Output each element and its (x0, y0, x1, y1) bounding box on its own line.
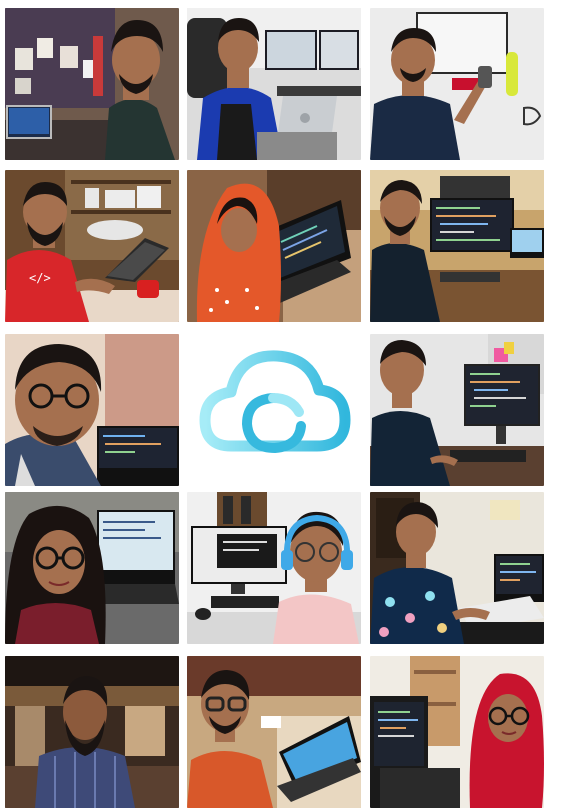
photo-tile-r1c0: </> (5, 170, 179, 322)
photo-man-red-shirt: </> (5, 170, 179, 322)
photo-tile-r3c1 (187, 492, 361, 644)
cloud-logo-icon (199, 350, 351, 454)
photo-man-glasses-selfie (5, 334, 179, 486)
photo-tile-r1c1 (187, 170, 361, 322)
photo-woman-glasses (5, 492, 179, 644)
photo-bearded-man-restaurant (5, 656, 179, 808)
photo-tile-r1c2 (370, 170, 544, 322)
photo-man-monitor-2 (370, 334, 544, 486)
photo-tile-r2c1 (187, 334, 361, 486)
photo-tile-r2c0 (5, 334, 179, 486)
photo-man-macbook (187, 8, 361, 160)
photo-man-monitor-1 (370, 8, 544, 160)
photo-tile-r0c2 (370, 8, 544, 160)
photo-man-code-monitor (370, 170, 544, 322)
photo-woman-red-hijab (370, 656, 544, 808)
photo-tile-r4c1 (187, 656, 361, 808)
photo-man-laptop-1 (5, 8, 179, 160)
photo-tile-r3c2 (370, 492, 544, 644)
photo-tile-r0c0 (5, 8, 179, 160)
photo-tile-r0c1 (187, 8, 361, 160)
photo-man-headphones (187, 492, 361, 644)
photo-tile-r3c0 (5, 492, 179, 644)
photo-tile-r2c2 (370, 334, 544, 486)
svg-text:</>: </> (29, 271, 51, 285)
photo-man-glasses-laptop (187, 656, 361, 808)
photo-man-floral-shirt (370, 492, 544, 644)
photo-tile-r4c0 (5, 656, 179, 808)
photo-woman-orange-hijab (187, 170, 361, 322)
photo-tile-r4c2 (370, 656, 544, 808)
